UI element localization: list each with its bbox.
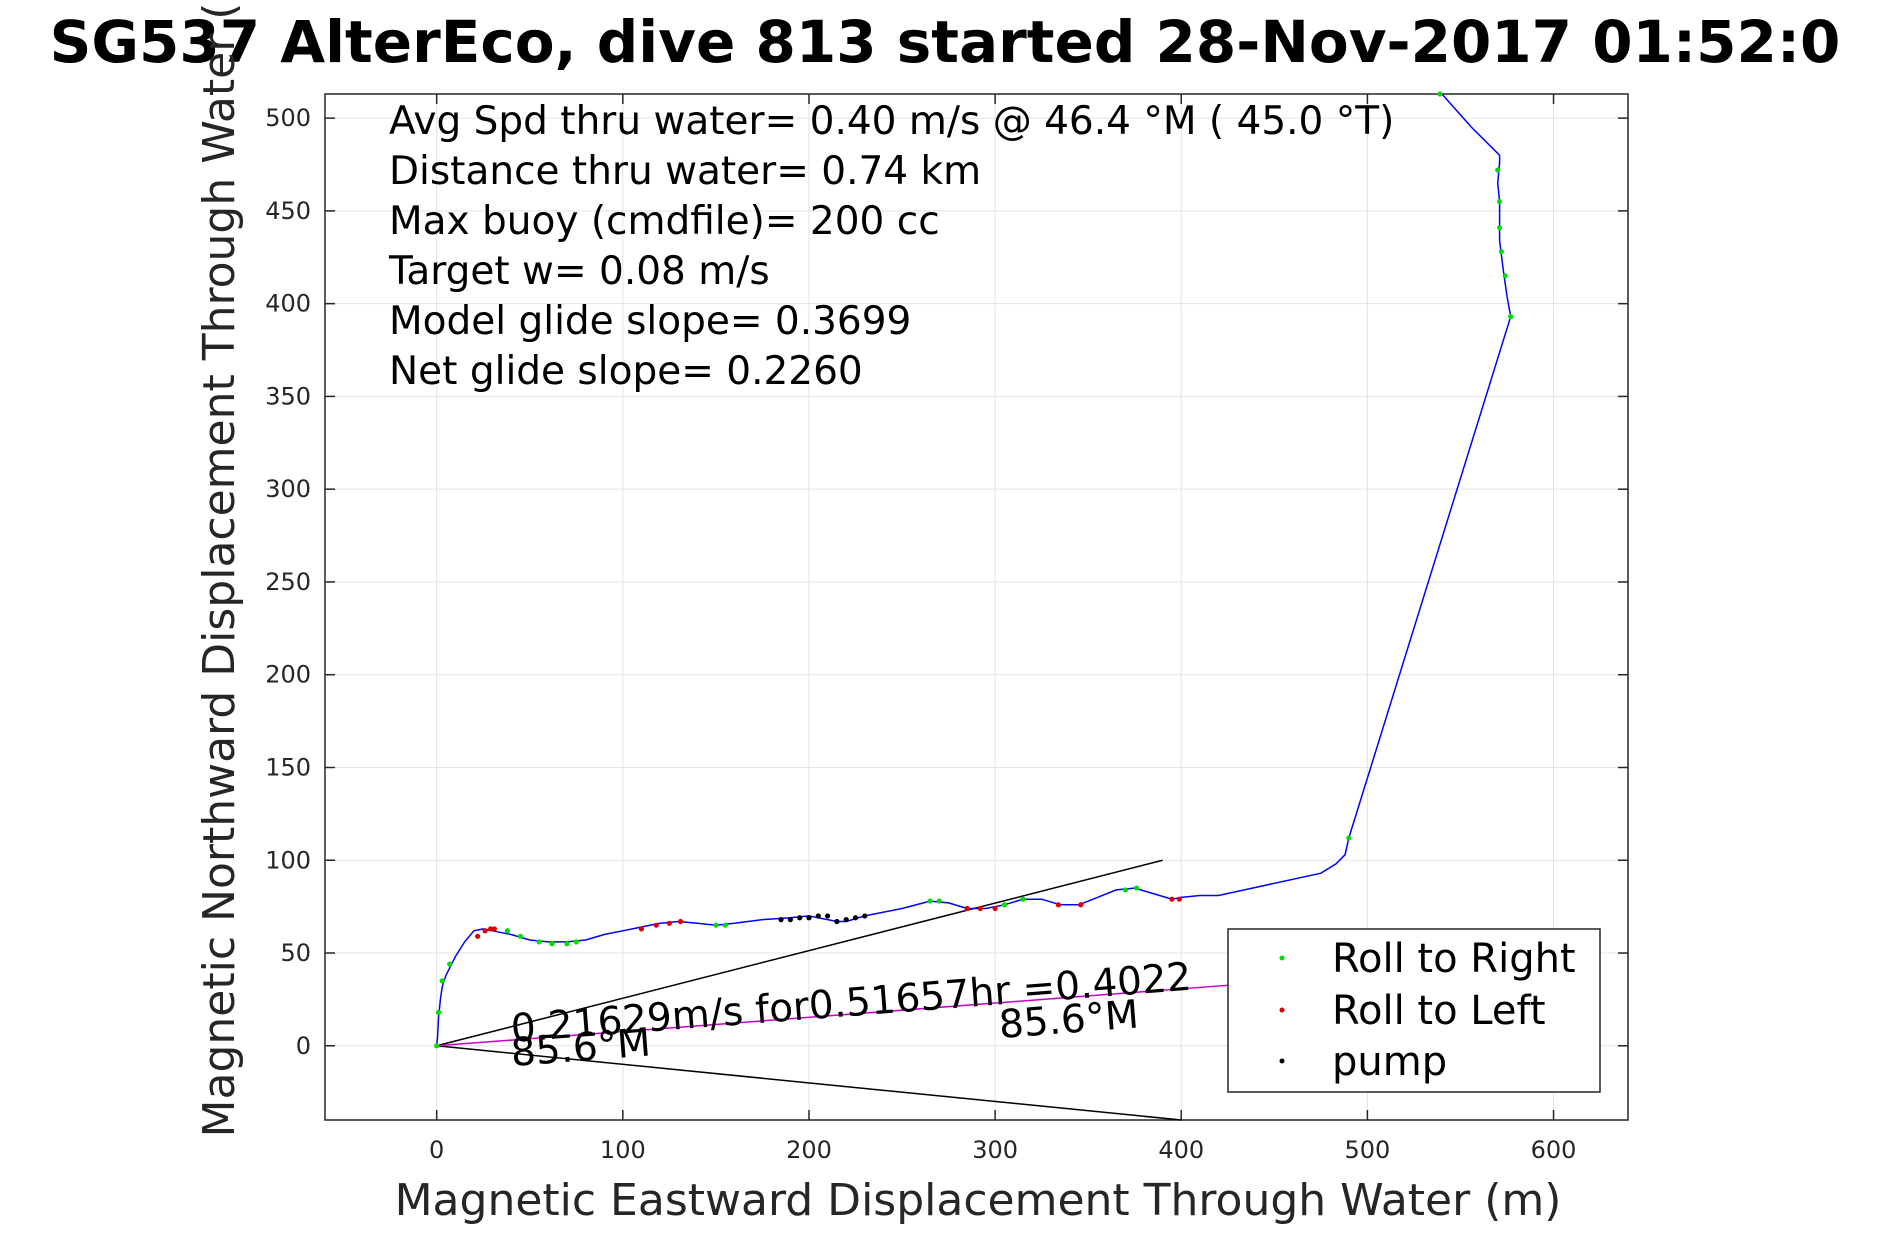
x-tick-label: 200 (786, 1136, 832, 1164)
roll-right-point (1496, 199, 1503, 205)
heading-label-left: 85.6°M (509, 1020, 652, 1076)
y-tick-label: 150 (265, 753, 311, 781)
roll-right-point (1496, 224, 1503, 231)
roll-left-point (488, 926, 494, 932)
y-tick-label: 250 (265, 568, 311, 596)
roll-right-point (722, 922, 728, 928)
x-tick-label: 300 (972, 1136, 1018, 1164)
roll-right-point (936, 898, 942, 904)
roll-right-point (573, 939, 579, 945)
legend-label-pump: pump (1332, 1039, 1447, 1085)
pump-point (852, 915, 859, 921)
roll-right-point (1122, 887, 1129, 893)
roll-left-point (1176, 896, 1182, 902)
pump-point (815, 913, 821, 919)
stats-annotations: Avg Spd thru water= 0.40 m/s @ 46.4 °M (… (388, 99, 1394, 394)
roll-right-point (564, 941, 570, 947)
y-tick-label: 450 (265, 197, 311, 225)
roll-left-point (1055, 902, 1062, 908)
x-tick-label: 600 (1531, 1136, 1577, 1164)
heading-label-right: 85.6°M (997, 992, 1140, 1048)
y-tick-label: 350 (265, 382, 311, 410)
y-tick-label: 0 (296, 1032, 311, 1060)
roll-right-point (1495, 167, 1501, 173)
y-tick-label: 50 (280, 939, 311, 967)
legend-marker-roll-right (1279, 955, 1285, 961)
pump-point (778, 917, 784, 923)
plot-area: 0 100 200 300 400 500 600 0 50 100 150 200 250 300 350… (265, 91, 1629, 1164)
roll-left-point (653, 922, 659, 928)
roll-right-point (549, 941, 555, 947)
legend-box (1227, 928, 1601, 1093)
pump-point (806, 915, 812, 921)
roll-left-point (666, 920, 672, 926)
roll-right-point (435, 1009, 442, 1015)
chart-title: SG537 AlterEco, dive 813 started 28-Nov-… (50, 8, 1841, 76)
roll-right-point (447, 961, 453, 967)
roll-right-point (517, 933, 524, 939)
roll-left-point (638, 926, 645, 932)
annotation-avg-speed: Avg Spd thru water= 0.40 m/s @ 46.4 °M (… (389, 99, 1394, 144)
roll-right-point (1346, 835, 1352, 841)
x-tick-label: 100 (600, 1136, 646, 1164)
roll-right-point (927, 898, 933, 904)
roll-right-point (504, 928, 511, 934)
roll-left-point (475, 933, 481, 939)
y-tick-label: 400 (265, 290, 311, 318)
roll-right-point (713, 922, 719, 928)
x-tick-label: 500 (1344, 1136, 1390, 1164)
roll-right-point (1437, 91, 1443, 97)
pump-point (797, 915, 803, 921)
roll-left-point (1078, 902, 1084, 908)
heading-cone-line (436, 1045, 1182, 1121)
pump-point (862, 913, 868, 919)
annotation-model-glide: Model glide slope= 0.3699 (389, 299, 911, 344)
x-axis-label: Magnetic Eastward Displacement Through W… (395, 1175, 1562, 1226)
roll-right-point (1502, 273, 1508, 279)
pump-point (834, 918, 840, 925)
roll-left-point (1169, 896, 1175, 902)
y-tick-label: 500 (265, 104, 311, 132)
roll-right-point (1508, 314, 1514, 320)
annotation-distance: Distance thru water= 0.74 km (389, 149, 981, 194)
roll-right-point (1498, 249, 1505, 255)
roll-left-point (992, 905, 998, 912)
roll-right-point (434, 1043, 440, 1049)
legend-marker-roll-left (1279, 1007, 1285, 1013)
roll-left-point (491, 926, 497, 932)
roll-right-point (1001, 902, 1008, 908)
pump-point (787, 917, 793, 923)
pump-point (824, 913, 831, 919)
y-tick-label: 200 (265, 661, 311, 689)
roll-right-point (536, 939, 542, 945)
heading-cone-line (436, 859, 1163, 1047)
plot-frame (324, 93, 1629, 1121)
x-tick-label: 0 (429, 1136, 444, 1164)
pump-point (843, 917, 849, 923)
annotation-target-w: Target w= 0.08 m/s (388, 249, 770, 294)
legend: Roll to Right Roll to Left pump (1227, 928, 1601, 1093)
legend-label-roll-right: Roll to Right (1332, 936, 1576, 982)
legend-label-roll-left: Roll to Left (1332, 988, 1546, 1034)
y-axis-label: Magnetic Northward Displacement Through … (194, 3, 245, 1138)
annotation-net-glide: Net glide slope= 0.2260 (389, 349, 863, 394)
annotation-max-buoy: Max buoy (cmdfile)= 200 cc (389, 199, 940, 244)
legend-marker-pump (1279, 1058, 1285, 1064)
y-tick-label: 100 (265, 846, 311, 874)
roll-right-point (1133, 885, 1140, 891)
roll-left-point (964, 905, 970, 912)
roll-right-point (1020, 896, 1026, 902)
roll-left-point (677, 918, 684, 925)
roll-left-point (482, 928, 488, 934)
roll-left-point (977, 905, 983, 912)
current-vector-line (436, 983, 1238, 1047)
roll-right-point (439, 978, 445, 984)
y-tick-label: 300 (265, 475, 311, 503)
x-tick-label: 400 (1158, 1136, 1204, 1164)
